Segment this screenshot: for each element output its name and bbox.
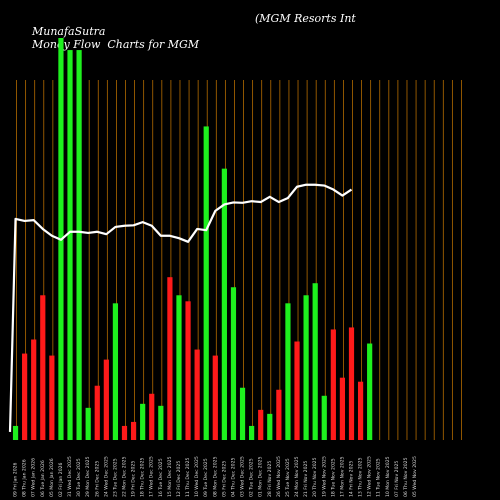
bar-35	[330, 329, 336, 440]
chart-title: MunafaSutra Money Flow Charts for MGM (M…	[18, 12, 488, 51]
bar-38	[357, 381, 364, 440]
bar-1	[22, 353, 28, 440]
bar-11	[112, 303, 119, 440]
bar-37	[348, 327, 355, 440]
bar-2	[31, 339, 37, 440]
x-tick-label: 08 Thu Jan 2026	[22, 459, 28, 497]
bar-17	[167, 277, 173, 440]
bar-34	[321, 395, 327, 440]
bar-12	[121, 425, 128, 440]
x-tick-label: 17 Wed Dec 2025	[149, 456, 155, 497]
x-tick-label: 14 Fri Nov 2025	[349, 461, 355, 497]
x-tick-label: 09 Fri Jan 2026	[13, 462, 19, 497]
bar-30	[285, 303, 291, 440]
x-tick-label: 15 Mon Dec 2025	[167, 456, 173, 497]
x-tick-label: 22 Mon Dec 2025	[122, 456, 128, 497]
x-tick-label: 19 Fri Dec 2025	[131, 461, 137, 497]
bar-33	[312, 283, 318, 440]
x-tick-label: 08 Mon Dec 2025	[212, 456, 218, 497]
bar-23	[221, 168, 227, 440]
x-tick-label: 31 Wed Dec 2025	[67, 456, 73, 497]
x-tick-label: 07 Fri Nov 2025	[394, 461, 400, 497]
x-tick-label: 20 Thu Nov 2025	[312, 457, 318, 497]
site-name: MunafaSutra	[32, 25, 106, 38]
x-tick-label: 12 Wed Nov 2025	[367, 456, 373, 497]
x-tick-label: 21 Fri Nov 2025	[303, 461, 309, 497]
x-tick-label: 10 Wed Dec 2025	[194, 456, 200, 497]
x-tick-label: 17 Mon Nov 2025	[339, 456, 345, 497]
bar-32	[303, 295, 309, 440]
bar-19	[185, 301, 191, 440]
x-tick-label: 23 Tue Dec 2025	[112, 458, 118, 497]
bar-16	[158, 405, 164, 440]
bar-25	[239, 387, 246, 440]
x-tick-label: 11 Tue Nov 2025	[376, 458, 382, 497]
money-flow-line	[8, 183, 353, 432]
x-tick-label: 16 Tue Dec 2025	[158, 458, 164, 497]
x-tick-label: 12 Fri Dec 2025	[176, 461, 182, 497]
x-tick-label: 18 Tue Nov 2025	[330, 458, 336, 497]
bar-21	[203, 126, 209, 440]
bar-22	[212, 355, 218, 440]
x-tick-label: 06 Tue Jan 2026	[40, 460, 46, 497]
x-tick-label: 02 Fri Jan 2026	[58, 462, 64, 497]
x-tick-label: 11 Thu Dec 2025	[185, 457, 191, 497]
x-tick-label: 19 Wed Nov 2025	[321, 456, 327, 497]
bar-24	[230, 287, 237, 440]
x-tick-label: 28 Fri Nov 2025	[267, 461, 273, 497]
bar-28	[267, 413, 273, 440]
grid-lines	[16, 80, 462, 440]
bar-10	[103, 359, 109, 440]
x-tick-label: 30 Tue Dec 2025	[76, 458, 82, 497]
x-tick-label: 13 Thu Nov 2025	[358, 457, 364, 497]
x-tick-label: 09 Tue Dec 2025	[203, 458, 209, 497]
bar-15	[149, 393, 155, 440]
bar-4	[49, 355, 55, 440]
bar-6	[67, 50, 73, 441]
bar-29	[276, 389, 282, 440]
x-tick-label: 07 Wed Jan 2026	[31, 458, 37, 497]
x-tick-label: 02 Tue Dec 2025	[249, 458, 255, 497]
bar-18	[176, 295, 182, 440]
bar-26	[249, 425, 255, 440]
x-tick-label: 03 Wed Dec 2025	[240, 456, 246, 497]
bar-27	[258, 409, 264, 440]
bar-0	[12, 425, 19, 440]
company-name: (MGM Resorts Int	[255, 12, 356, 25]
x-tick-label: 01 Mon Dec 2025	[258, 456, 264, 497]
x-tick-label: 18 Thu Dec 2025	[140, 457, 146, 497]
bar-3	[40, 295, 46, 440]
bar-31	[294, 341, 300, 440]
x-tick-label: 26 Wed Nov 2025	[276, 456, 282, 497]
bar-series	[12, 38, 373, 441]
bar-20	[194, 349, 200, 440]
bar-39	[367, 343, 373, 440]
x-tick-label: 25 Tue Nov 2025	[285, 458, 291, 497]
x-tick-label: 29 Mon Dec 2025	[85, 456, 91, 497]
x-tick-label: 06 Thu Nov 2025	[403, 457, 409, 497]
x-tick-label: 05 Mon Jan 2026	[49, 458, 55, 497]
bar-13	[130, 421, 137, 440]
x-tick-label: 26 Fri Dec 2025	[94, 461, 100, 497]
x-tick-label: 04 Thu Dec 2025	[230, 457, 236, 497]
bar-8	[85, 407, 91, 440]
x-tick-label: 24 Wed Dec 2025	[103, 456, 109, 497]
bar-14	[140, 403, 146, 440]
x-axis-labels: 09 Fri Jan 2026 08 Thu Jan 2026 07 Wed Jan…	[13, 456, 419, 497]
bar-36	[339, 377, 346, 440]
x-tick-label: 24 Mon Nov 2025	[294, 456, 300, 497]
x-tick-label: 05 Wed Nov 2025	[412, 456, 418, 497]
bar-7	[76, 50, 82, 441]
line-series	[8, 183, 353, 432]
x-tick-label: 05 Fri Dec 2025	[221, 461, 227, 497]
x-tick-label: 10 Mon Nov 2025	[385, 456, 391, 497]
bar-9	[94, 385, 100, 440]
